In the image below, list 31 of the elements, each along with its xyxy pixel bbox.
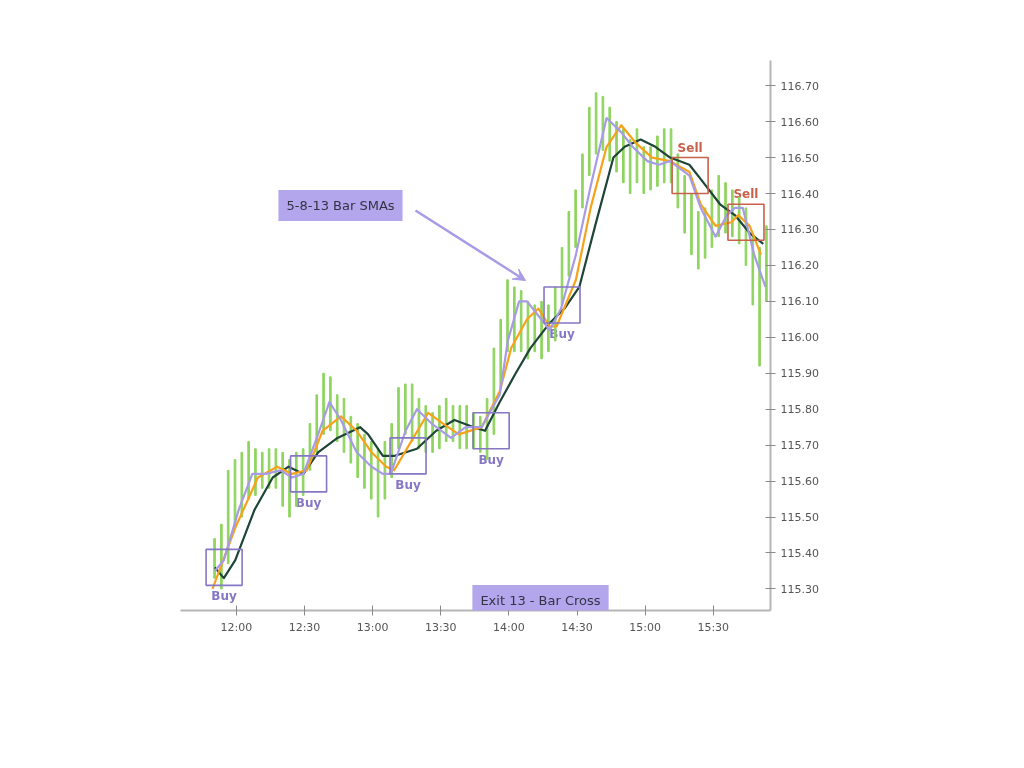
y-tick-label: 116.50 xyxy=(780,151,819,165)
y-tick-label: 116.10 xyxy=(780,295,819,309)
series-label: Sell xyxy=(677,140,703,155)
y-tick-label: 115.30 xyxy=(780,582,819,596)
y-tick-label: 115.90 xyxy=(780,367,819,381)
text: Buy xyxy=(395,477,421,492)
text: Sell xyxy=(733,187,759,202)
series-label: Buy xyxy=(211,589,238,604)
y-tick-label: 115.70 xyxy=(780,439,819,453)
annotation: Exit 13 - Bar Cross xyxy=(480,593,601,608)
annotation: 5-8-13 Bar SMAs xyxy=(286,198,395,213)
x-tick-label: 13:30 xyxy=(424,620,457,634)
x-tick-label: 14:30 xyxy=(561,620,593,634)
y-tick-label: 116.60 xyxy=(780,115,819,129)
text: Buy xyxy=(478,452,504,467)
y-tick-label: 115.50 xyxy=(780,511,819,525)
x-tick-label: 13:00 xyxy=(356,620,389,634)
y-tick-label: 116.30 xyxy=(780,223,819,237)
y-tick-label: 116.00 xyxy=(780,331,819,345)
y-tick-label: 116.20 xyxy=(780,259,819,273)
y-tick-label: 115.80 xyxy=(780,403,819,417)
x-tick-label: 12:30 xyxy=(288,620,321,634)
text: Buy xyxy=(295,495,322,510)
x-tick-label: 15:00 xyxy=(629,620,661,634)
y-tick-label: 115.40 xyxy=(780,546,819,560)
y-tick-label: 116.40 xyxy=(780,187,819,201)
y-tick-label: 115.60 xyxy=(780,475,819,489)
x-tick-label: 14:00 xyxy=(493,620,525,634)
x-tick-label: 12:00 xyxy=(220,620,253,634)
x-tick-label: 15:30 xyxy=(697,620,730,634)
y-tick-label: 116.70 xyxy=(780,79,819,93)
